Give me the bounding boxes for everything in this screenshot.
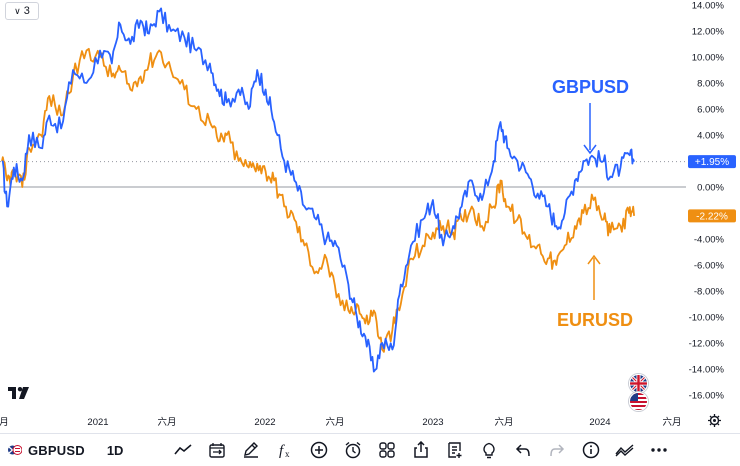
x-axis-tick-label: 六月 [494,416,513,428]
y-axis-tick-label: 4.00% [697,131,724,142]
us-flag-icon [629,392,648,411]
timeframe-button[interactable]: 1D [106,442,124,458]
last-value-badge-eurusd: -2.22% [688,209,736,223]
symbol-name: GBPUSD [28,442,85,458]
draw-pen-icon[interactable] [234,435,268,465]
x-axis-tick-label: 六月 [325,416,344,428]
replay-icon[interactable] [608,435,642,465]
y-axis-tick-label: -14.00% [689,365,725,376]
y-axis-tick-label: -12.00% [689,339,725,350]
gbpusd-last-value: +1.95% [695,157,729,168]
gbpusd-annotation-label: GBPUSD [552,77,629,97]
gbpusd-pair-icon [8,443,23,457]
y-axis-tick-label: -10.00% [689,313,725,324]
ideas-bulb-icon[interactable] [472,435,506,465]
price-chart[interactable]: 14.00%12.00%10.00%8.00%6.00%4.00%2.00%0.… [0,0,740,430]
y-axis-tick-label: 10.00% [692,53,725,64]
last-value-badge-gbpusd: +1.95% [688,155,736,169]
eurusd-arrow-head [587,254,601,265]
symbol-selector[interactable]: GBPUSD 1D [8,443,158,458]
chart-area[interactable]: 14.00%12.00%10.00%8.00%6.00%4.00%2.00%0.… [0,0,740,430]
tradingview-logo-icon[interactable] [8,386,30,404]
y-axis-tick-label: -4.00% [694,235,725,246]
eurusd-last-value: -2.22% [696,211,728,222]
gbpusd-series-line [1,7,635,373]
x-axis-tick-label: 2023 [422,417,443,428]
eurusd-series-line [1,47,635,353]
svg-text:x: x [285,449,290,459]
y-axis-tick-label: -6.00% [694,261,725,272]
y-axis-tick-label: -16.00% [689,391,725,402]
compare-calendar-icon[interactable] [200,435,234,465]
y-axis-tick-label: -8.00% [694,287,725,298]
uk-flag-icon [629,374,648,393]
x-axis-tick-label: 六月 [662,416,681,428]
chevron-down-icon: ∨ [14,5,21,16]
share-icon[interactable] [404,435,438,465]
redo-icon[interactable] [540,435,574,465]
x-axis-tick-label: 2024 [589,417,610,428]
layout-grid-icon[interactable] [370,435,404,465]
alert-clock-icon[interactable] [336,435,370,465]
chart-settings-gear-icon[interactable] [708,414,721,430]
eurusd-annotation-label: EURUSD [557,310,633,330]
y-axis-tick-label: 8.00% [697,79,724,90]
gbpusd-arrow-head [583,144,597,155]
legend-count: 3 [23,5,30,17]
add-plus-icon[interactable] [302,435,336,465]
y-axis-tick-label: 6.00% [697,105,724,116]
info-icon[interactable] [574,435,608,465]
y-axis-tick-label: 0.00% [697,183,724,194]
x-axis-tick-label: 2022 [254,417,275,428]
x-axis-tick-label: 2021 [87,417,108,428]
y-axis-tick-label: 14.00% [692,1,725,12]
more-icon[interactable] [642,435,676,465]
x-axis-tick-label: 月 [0,417,9,428]
chart-type-icon[interactable] [166,435,200,465]
svg-text:f: f [279,443,285,459]
x-axis-tick-label: 六月 [157,416,176,428]
undo-icon[interactable] [506,435,540,465]
legend-toggle-button[interactable]: ∨ 3 [5,2,39,20]
y-axis-tick-label: 12.00% [692,27,725,38]
notes-icon[interactable] [438,435,472,465]
